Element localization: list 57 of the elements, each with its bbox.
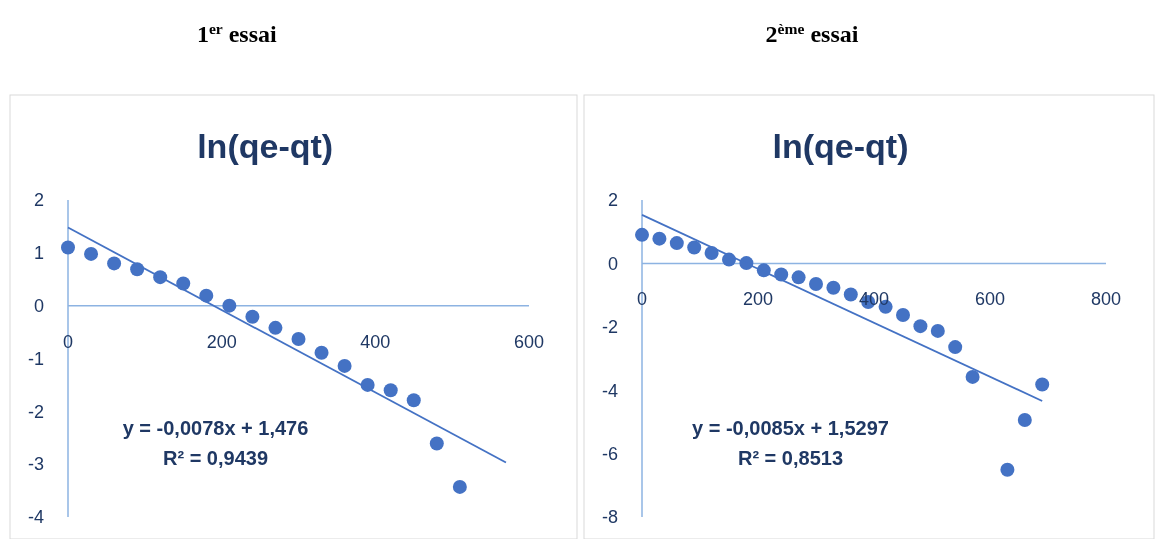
y-tick-label: -2 [601, 317, 618, 338]
x-tick-label: 600 [513, 331, 545, 352]
point [383, 383, 398, 398]
y-tick-label: -4 [601, 380, 618, 401]
point [1000, 462, 1015, 477]
x-tick-label: 800 [1090, 289, 1122, 310]
point [687, 240, 702, 255]
point [107, 256, 122, 271]
point [1035, 377, 1050, 392]
point [791, 270, 806, 285]
point [809, 277, 823, 292]
x-tick-label: 200 [206, 331, 237, 352]
y-tick-label: -4 [27, 507, 44, 528]
point [652, 231, 667, 246]
y-tick-label: -6 [601, 443, 618, 464]
annotation: R² = 0,8513 [737, 446, 844, 469]
point [896, 308, 910, 323]
annotation: y = -0,0078x + 1,476 [122, 416, 309, 439]
point [61, 240, 75, 255]
point [222, 298, 237, 313]
point [84, 246, 99, 261]
chart-title: ln(qe-qt) [197, 127, 334, 165]
point [948, 340, 963, 355]
x-tick-label: 400 [360, 331, 391, 352]
point [337, 358, 352, 373]
y-tick-label: 1 [33, 243, 44, 264]
point [452, 479, 467, 494]
y-tick-label: -3 [27, 454, 44, 475]
point [930, 323, 945, 338]
y-tick-label: 2 [33, 190, 44, 211]
point [843, 287, 858, 302]
point [245, 309, 260, 324]
x-tick-label: 200 [742, 289, 774, 310]
y-tick-label: 0 [607, 253, 618, 274]
annotation: R² = 0,9439 [162, 446, 269, 469]
y-tick-label: -8 [601, 507, 618, 528]
x-tick-label: 0 [636, 289, 648, 310]
chart-title: ln(qe-qt) [772, 127, 909, 165]
y-tick-label: -1 [27, 348, 44, 369]
y-tick-label: 2 [607, 190, 618, 211]
point [965, 369, 980, 384]
x-tick-label: 0 [62, 331, 74, 352]
point [1017, 413, 1032, 427]
annotation: y = -0,0085x + 1,5297 [692, 416, 889, 439]
x-tick-label: 600 [974, 289, 1006, 310]
point [669, 236, 684, 251]
chart-subtitle: 1$^{er}$ essai [196, 19, 278, 47]
point [268, 320, 283, 335]
point [291, 331, 306, 346]
point [635, 227, 649, 242]
point [429, 436, 444, 451]
point [406, 393, 421, 408]
point [913, 319, 928, 334]
chart-subtitle: 2$^{ème}$ essai [765, 19, 859, 47]
point [826, 280, 841, 295]
point [314, 345, 329, 360]
y-tick-label: -2 [27, 401, 44, 422]
